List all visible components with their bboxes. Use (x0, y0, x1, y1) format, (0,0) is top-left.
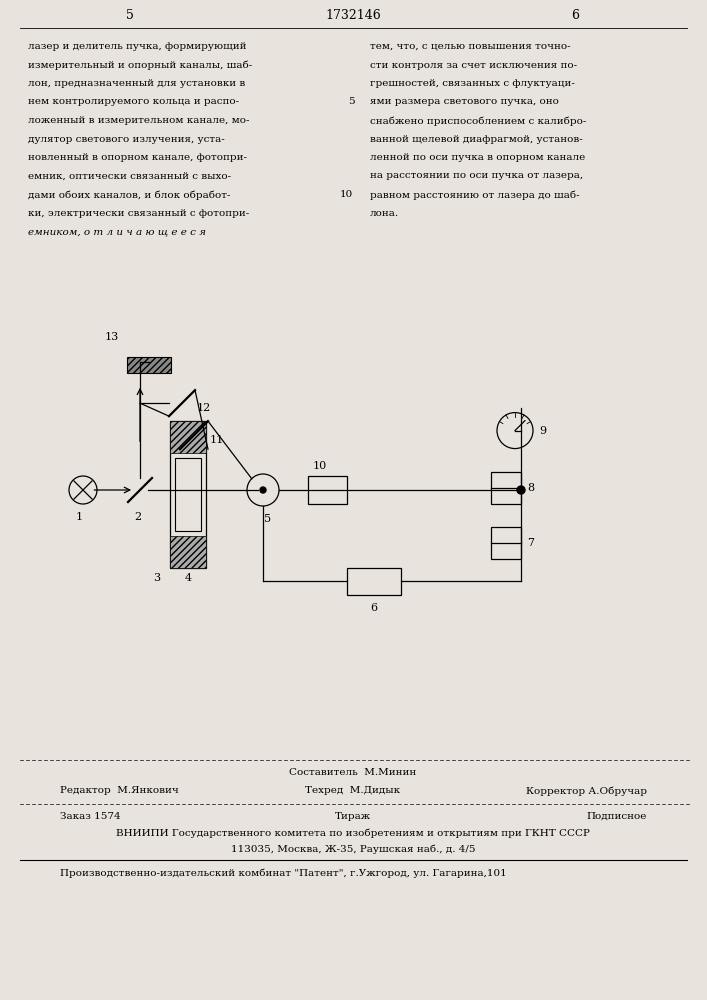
Text: ванной щелевой диафрагмой, установ-: ванной щелевой диафрагмой, установ- (370, 134, 583, 143)
Text: емник, оптически связанный с выхо-: емник, оптически связанный с выхо- (28, 172, 231, 180)
Text: грешностей, связанных с флуктуаци-: грешностей, связанных с флуктуаци- (370, 79, 575, 88)
Text: Техред  М.Дидык: Техред М.Дидык (305, 786, 401, 795)
Text: лон, предназначенный для установки в: лон, предназначенный для установки в (28, 79, 245, 88)
Text: 1732146: 1732146 (325, 9, 381, 22)
Text: 2: 2 (134, 512, 141, 522)
Text: дулятор светового излучения, уста-: дулятор светового излучения, уста- (28, 134, 225, 143)
Bar (308, 476, 347, 504)
Bar (170, 421, 206, 568)
Text: снабжено приспособлением с калибро-: снабжено приспособлением с калибро- (370, 116, 586, 125)
Text: 113035, Москва, Ж-35, Раушская наб., д. 4/5: 113035, Москва, Ж-35, Раушская наб., д. … (230, 844, 475, 854)
Text: 12: 12 (197, 403, 211, 413)
Text: 8: 8 (527, 483, 534, 493)
Text: 11: 11 (210, 435, 224, 445)
Text: ВНИИПИ Государственного комитета по изобретениям и открытиям при ГКНТ СССР: ВНИИПИ Государственного комитета по изоб… (116, 828, 590, 838)
Text: Подписное: Подписное (587, 812, 647, 821)
Text: 1: 1 (76, 512, 83, 522)
Text: емником, о т л и ч а ю щ е е с я: емником, о т л и ч а ю щ е е с я (28, 227, 206, 236)
Text: ленной по оси пучка в опорном канале: ленной по оси пучка в опорном канале (370, 153, 585, 162)
Text: дами обоих каналов, и блок обработ-: дами обоих каналов, и блок обработ- (28, 190, 230, 200)
Text: 9: 9 (539, 426, 546, 436)
Text: ки, электрически связанный с фотопри-: ки, электрически связанный с фотопри- (28, 209, 250, 218)
Bar (170, 536, 206, 568)
Bar (170, 421, 206, 453)
Text: 13: 13 (105, 332, 119, 342)
Text: на расстоянии по оси пучка от лазера,: на расстоянии по оси пучка от лазера, (370, 172, 583, 180)
Text: равном расстоянию от лазера до шаб-: равном расстоянию от лазера до шаб- (370, 190, 580, 200)
Bar (127, 357, 171, 373)
Circle shape (260, 487, 266, 493)
Bar (491, 472, 521, 504)
Text: сти контроля за счет исключения по-: сти контроля за счет исключения по- (370, 60, 577, 70)
Text: новленный в опорном канале, фотопри-: новленный в опорном канале, фотопри- (28, 153, 247, 162)
Circle shape (517, 486, 525, 494)
Text: 7: 7 (527, 538, 534, 548)
Bar (175, 458, 201, 531)
Text: Заказ 1574: Заказ 1574 (60, 812, 121, 821)
Text: 4: 4 (185, 573, 192, 583)
Text: Составитель  М.Минин: Составитель М.Минин (289, 768, 416, 777)
Text: 5: 5 (349, 98, 355, 106)
Text: лона.: лона. (370, 209, 399, 218)
Text: 10: 10 (313, 461, 327, 471)
Text: лазер и делитель пучка, формирующий: лазер и делитель пучка, формирующий (28, 42, 247, 51)
Text: 3: 3 (153, 573, 160, 583)
Text: Тираж: Тираж (335, 812, 371, 821)
Text: тем, что, с целью повышения точно-: тем, что, с целью повышения точно- (370, 42, 571, 51)
Text: 10: 10 (340, 190, 353, 199)
Text: 5: 5 (126, 9, 134, 22)
Text: Производственно-издательский комбинат "Патент", г.Ужгород, ул. Гагарина,101: Производственно-издательский комбинат "П… (60, 868, 507, 878)
Text: 5: 5 (264, 514, 271, 524)
Text: Редактор  М.Янкович: Редактор М.Янкович (60, 786, 179, 795)
Text: нем контролируемого кольца и распо-: нем контролируемого кольца и распо- (28, 98, 239, 106)
Bar (347, 568, 401, 595)
Text: ями размера светового пучка, оно: ями размера светового пучка, оно (370, 98, 559, 106)
Text: 6: 6 (571, 9, 579, 22)
Text: ложенный в измерительном канале, мо-: ложенный в измерительном канале, мо- (28, 116, 250, 125)
Text: 6: 6 (370, 603, 378, 613)
Text: Корректор А.Обручар: Корректор А.Обручар (526, 786, 647, 796)
Text: измерительный и опорный каналы, шаб-: измерительный и опорный каналы, шаб- (28, 60, 252, 70)
Bar (491, 527, 521, 559)
